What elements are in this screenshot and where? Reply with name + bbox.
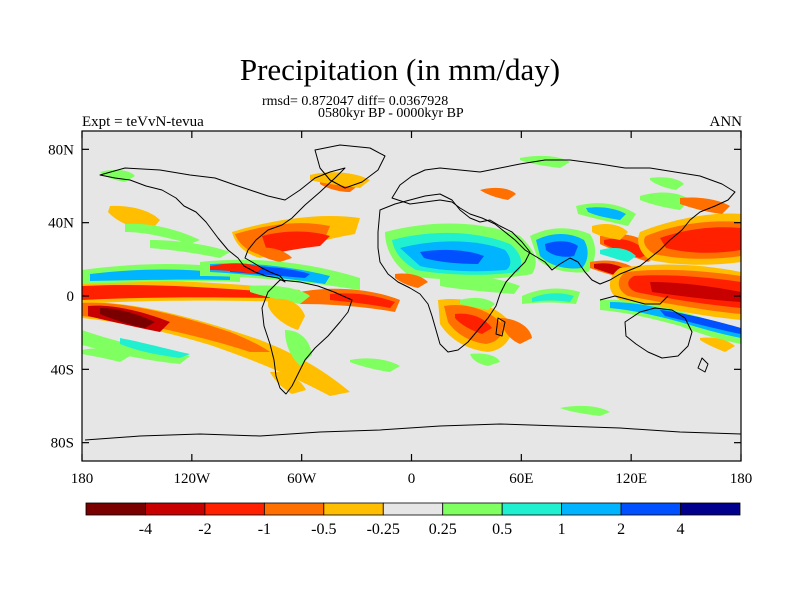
y-tick-label: 0 xyxy=(67,289,75,305)
colorbar: -4 -2 -1 -0.5 -0.25 0.25 0.5 1 2 4 xyxy=(85,502,741,538)
y-tick-label: 40N xyxy=(48,216,74,232)
x-tick-label: 0 xyxy=(408,471,416,487)
colorbar-swatch xyxy=(620,502,681,516)
x-tick-label: 120E xyxy=(615,471,647,487)
colorbar-label: -2 xyxy=(198,521,211,538)
colorbar-swatch xyxy=(382,502,444,516)
colorbar-label: 2 xyxy=(617,521,625,538)
x-tick-label: 120W xyxy=(173,471,211,487)
x-tick-label: 60W xyxy=(287,471,317,487)
experiment-label: Expt = teVvN-tevua xyxy=(82,114,204,130)
period-line: 0580kyr BP - 0000kyr BP xyxy=(318,106,464,121)
colorbar-label: 0.25 xyxy=(429,521,457,538)
x-tick-label: 180 xyxy=(730,471,753,487)
colorbar-label: 1 xyxy=(558,521,566,538)
y-tick-label: 40S xyxy=(51,362,74,378)
colorbar-label: 4 xyxy=(677,521,685,538)
colorbar-swatch xyxy=(442,502,503,516)
map-plot-area xyxy=(82,131,741,461)
colorbar-swatch xyxy=(561,502,622,516)
colorbar-swatch xyxy=(501,502,563,516)
colorbar-label: -0.25 xyxy=(367,521,400,538)
y-tick-label: 80N xyxy=(48,142,74,158)
x-tick-label: 180 xyxy=(71,471,94,487)
colorbar-swatch xyxy=(263,502,325,516)
y-tick-label: 80S xyxy=(51,436,74,452)
stats-line: rmsd= 0.872047 diff= 0.0367928 xyxy=(262,94,449,109)
colorbar-swatch xyxy=(680,502,741,516)
anomaly-fields xyxy=(82,155,741,416)
colorbar-swatch xyxy=(204,502,265,516)
colorbar-label: -4 xyxy=(139,521,152,538)
colorbar-label: -0.5 xyxy=(311,521,336,538)
colorbar-label: 0.5 xyxy=(492,521,512,538)
colorbar-label: -1 xyxy=(258,521,271,538)
season-label: ANN xyxy=(709,114,743,130)
x-tick-label: 60E xyxy=(509,471,533,487)
colorbar-swatch xyxy=(145,502,206,516)
colorbar-swatch xyxy=(85,502,146,516)
colorbar-swatch xyxy=(323,502,384,516)
coastlines xyxy=(84,144,741,441)
map-axis-ticks: 180 120W 60W 0 60E 120E 180 80N 40N 0 40S 80S xyxy=(48,131,752,487)
plot-title: Precipitation (in mm/day) xyxy=(239,52,561,87)
